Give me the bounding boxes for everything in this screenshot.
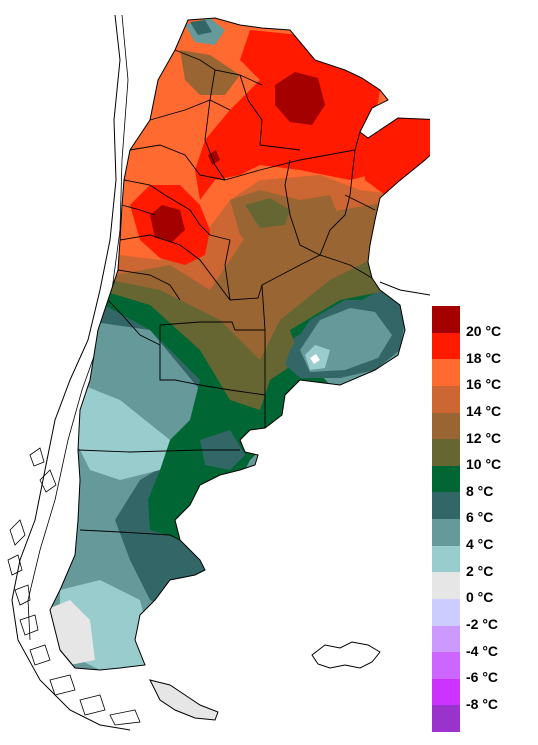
legend-swatch xyxy=(432,492,460,519)
legend-label: 18 °C xyxy=(466,349,502,366)
argentina-outline xyxy=(49,17,430,671)
legend-label: 8 °C xyxy=(466,482,494,499)
legend-item: 8 °C xyxy=(432,465,536,499)
tierra-del-fuego xyxy=(149,679,219,721)
legend-item: 6 °C xyxy=(432,492,536,525)
legend-swatch xyxy=(432,572,460,599)
legend-swatch xyxy=(432,625,460,653)
legend-swatch xyxy=(432,545,460,573)
legend-item: 16 °C xyxy=(432,359,536,392)
temperature-legend: 20 °C 18 °C 16 °C 14 °C 12 °C 10 °C 8 °C 6 °C 4 … xyxy=(432,306,536,732)
legend-item: 20 °C xyxy=(432,306,536,339)
legend-swatch xyxy=(432,359,460,386)
legend-label: -4 °C xyxy=(466,642,499,659)
temperature-field xyxy=(50,18,430,670)
legend-swatch xyxy=(432,412,460,440)
legend-swatch xyxy=(432,678,460,706)
legend-label: 14 °C xyxy=(466,402,502,419)
legend-label: 0 °C xyxy=(466,589,494,606)
legend-swatch xyxy=(432,519,460,546)
legend-item: -2 °C xyxy=(432,598,536,632)
legend-swatch xyxy=(432,439,460,466)
legend-item: 4 °C xyxy=(432,519,536,552)
legend-item xyxy=(432,705,536,732)
legend-item: -6 °C xyxy=(432,652,536,685)
chile-outline xyxy=(11,14,131,731)
legend-label: 10 °C xyxy=(466,456,502,473)
legend-swatch xyxy=(432,465,460,493)
legend-label: 16 °C xyxy=(466,376,502,393)
chile-coast-inner xyxy=(27,14,129,641)
legend-label: 12 °C xyxy=(466,429,502,446)
legend-swatch xyxy=(432,652,460,679)
legend-item: -8 °C xyxy=(432,678,536,712)
legend-item: 18 °C xyxy=(432,332,536,366)
legend-item: 0 °C xyxy=(432,572,536,605)
malvinas-islands xyxy=(311,641,381,669)
legend-item: 14 °C xyxy=(432,385,536,419)
legend-item: 10 °C xyxy=(432,439,536,472)
legend-label: 4 °C xyxy=(466,536,494,552)
temperature-map xyxy=(7,14,430,731)
legend-item: 12 °C xyxy=(432,412,536,446)
province-borders xyxy=(59,49,376,669)
legend-swatch xyxy=(432,332,460,360)
legend-swatch xyxy=(432,598,460,626)
legend-label: -2 °C xyxy=(466,615,499,632)
legend-item: 2 °C xyxy=(432,545,536,579)
legend-swatch xyxy=(432,705,460,732)
legend-swatch xyxy=(432,306,460,333)
legend-item: -4 °C xyxy=(432,625,536,659)
legend-label: -6 °C xyxy=(466,669,499,686)
legend-swatch xyxy=(432,385,460,413)
uruguay-outline xyxy=(379,281,430,296)
legend-label: 6 °C xyxy=(466,509,494,526)
legend-label: -8 °C xyxy=(466,695,499,712)
legend-label: 20 °C xyxy=(466,323,502,339)
chile-islands xyxy=(7,447,141,726)
legend-label: 2 °C xyxy=(466,562,494,579)
